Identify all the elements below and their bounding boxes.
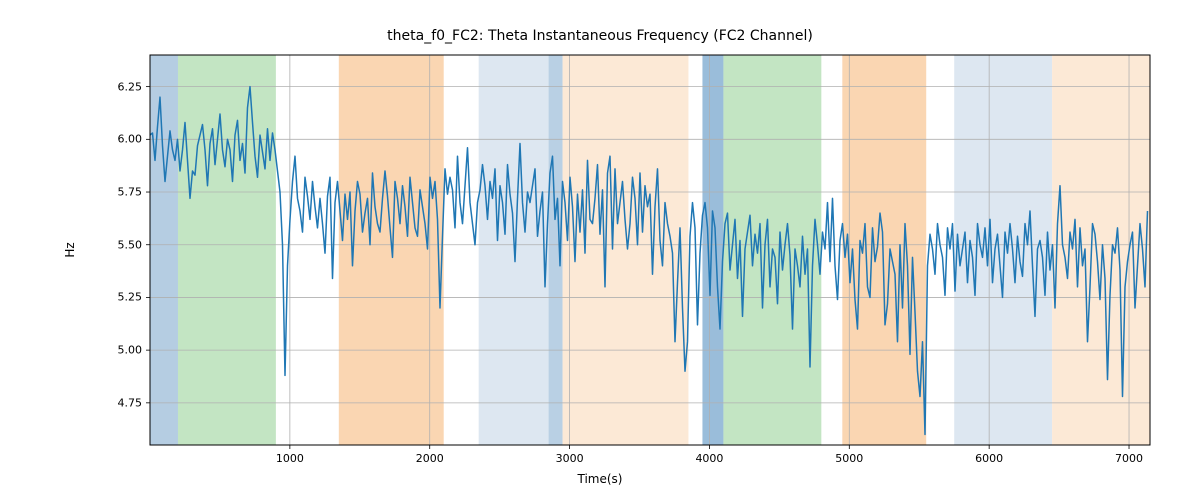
x-tick-label: 4000 [695,452,723,465]
y-tick-label: 5.25 [118,291,143,304]
x-tick-label: 2000 [416,452,444,465]
y-axis-label: Hz [63,242,77,257]
background-span [178,55,276,445]
background-span [842,55,926,445]
chart-plot-area [150,55,1150,445]
y-tick-label: 5.00 [118,344,143,357]
background-span [563,55,689,445]
y-tick-label: 4.75 [118,396,143,409]
x-tick-label: 5000 [835,452,863,465]
background-span [702,55,723,445]
chart-title: theta_f0_FC2: Theta Instantaneous Freque… [0,28,1200,44]
x-tick-label: 3000 [556,452,584,465]
y-tick-label: 5.50 [118,238,143,251]
background-span [479,55,549,445]
y-tick-label: 5.75 [118,186,143,199]
background-span [1052,55,1150,445]
x-tick-label: 7000 [1115,452,1143,465]
x-axis-label: Time(s) [0,472,1200,486]
y-tick-label: 6.00 [118,133,143,146]
x-tick-label: 1000 [276,452,304,465]
y-tick-label: 6.25 [118,80,143,93]
x-tick-label: 6000 [975,452,1003,465]
background-span [150,55,178,445]
